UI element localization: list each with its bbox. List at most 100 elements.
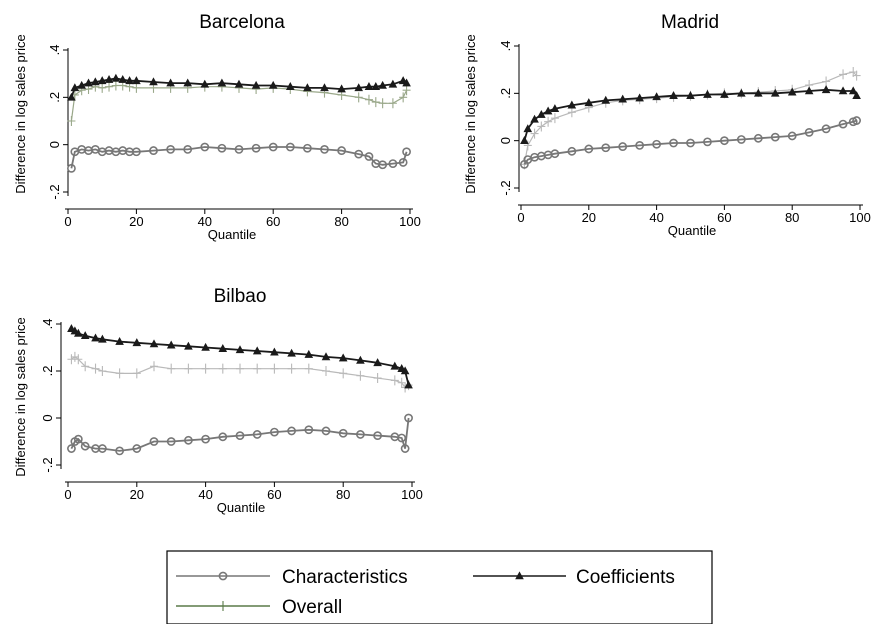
data-point <box>218 432 228 442</box>
chart-panel-barcelona: Barcelona-.20.2.40 20 40 60 80 100QuantileDif… <box>13 12 421 242</box>
x-tick-label: 20 <box>582 210 596 225</box>
data-point <box>550 149 560 159</box>
x-tick-label: 100 <box>399 214 421 229</box>
data-point <box>753 133 763 143</box>
data-point <box>338 428 348 438</box>
data-point <box>397 377 406 388</box>
data-point <box>390 361 400 370</box>
data-point <box>98 82 107 93</box>
data-point <box>74 328 83 337</box>
y-tick-label: -.2 <box>498 180 513 195</box>
data-point <box>398 158 408 167</box>
data-point <box>201 363 210 374</box>
data-point <box>287 348 296 357</box>
data-point <box>304 425 314 435</box>
data-point <box>132 82 141 93</box>
data-point <box>354 92 363 103</box>
data-point <box>111 80 120 91</box>
data-point <box>115 446 124 456</box>
data-point <box>787 87 797 96</box>
data-point <box>838 119 848 129</box>
data-point <box>737 88 746 97</box>
data-point <box>378 98 387 109</box>
legend-item-overall: Overall <box>176 597 342 618</box>
data-point <box>303 83 312 92</box>
data-point <box>236 363 244 374</box>
series-line <box>70 146 408 169</box>
series-overall <box>67 351 413 393</box>
data-point <box>167 363 176 374</box>
data-point <box>852 70 861 81</box>
data-point <box>81 361 90 372</box>
data-point <box>67 92 76 101</box>
data-point <box>822 76 831 87</box>
data-point <box>787 131 797 141</box>
data-point <box>404 413 413 423</box>
y-axis-title: Difference in log sales price <box>13 34 28 193</box>
data-point <box>364 152 374 161</box>
data-point <box>652 139 661 149</box>
data-point <box>356 355 365 364</box>
data-point <box>218 363 227 374</box>
data-point <box>567 146 577 156</box>
data-point <box>618 94 628 103</box>
series-coefficients <box>520 85 861 144</box>
data-point <box>252 430 262 439</box>
data-point <box>80 331 90 340</box>
data-point <box>338 353 348 362</box>
data-point <box>183 78 193 87</box>
data-point <box>567 100 577 109</box>
data-point <box>97 76 107 85</box>
data-point <box>550 113 559 124</box>
x-tick-label: 60 <box>267 487 281 502</box>
data-point <box>669 91 678 99</box>
x-tick-label: 60 <box>717 210 731 225</box>
data-point <box>304 349 314 358</box>
chart-title: Madrid <box>661 12 719 33</box>
data-point <box>235 345 245 354</box>
data-point <box>270 347 279 356</box>
data-point <box>686 91 695 99</box>
y-tick-label: -.2 <box>47 184 62 199</box>
data-point <box>530 114 539 123</box>
data-point <box>166 78 175 87</box>
data-point <box>235 431 245 441</box>
data-point <box>285 82 295 90</box>
data-point <box>132 338 142 347</box>
data-point <box>74 354 83 365</box>
data-point <box>402 78 411 87</box>
data-point <box>652 92 661 101</box>
data-point <box>115 368 124 379</box>
data-point <box>364 94 373 105</box>
data-point <box>132 444 142 453</box>
data-point <box>320 144 329 154</box>
data-point <box>400 366 410 375</box>
y-tick-label: 0 <box>40 414 55 421</box>
x-tick-label: 0 <box>64 214 71 229</box>
data-point <box>371 97 380 108</box>
data-point <box>91 77 100 86</box>
series-line <box>523 119 857 165</box>
x-tick-label: 40 <box>198 214 212 229</box>
series-line <box>70 327 410 386</box>
data-point <box>131 147 141 157</box>
data-point <box>404 380 413 389</box>
data-point <box>149 146 158 155</box>
data-point <box>337 84 346 93</box>
data-point <box>91 333 100 342</box>
data-point <box>839 69 848 80</box>
data-point <box>601 95 611 104</box>
legend-label: Coefficients <box>576 567 675 588</box>
data-point <box>183 144 193 154</box>
legend-marker <box>515 571 524 580</box>
data-point <box>567 107 576 118</box>
data-point <box>115 336 124 345</box>
data-point <box>217 78 227 87</box>
data-point <box>543 106 553 115</box>
data-point <box>253 363 262 374</box>
data-point <box>821 124 831 134</box>
data-point <box>821 85 831 94</box>
x-tick-label: 100 <box>849 210 871 225</box>
data-point <box>378 160 388 170</box>
x-tick-label: 20 <box>129 214 143 229</box>
